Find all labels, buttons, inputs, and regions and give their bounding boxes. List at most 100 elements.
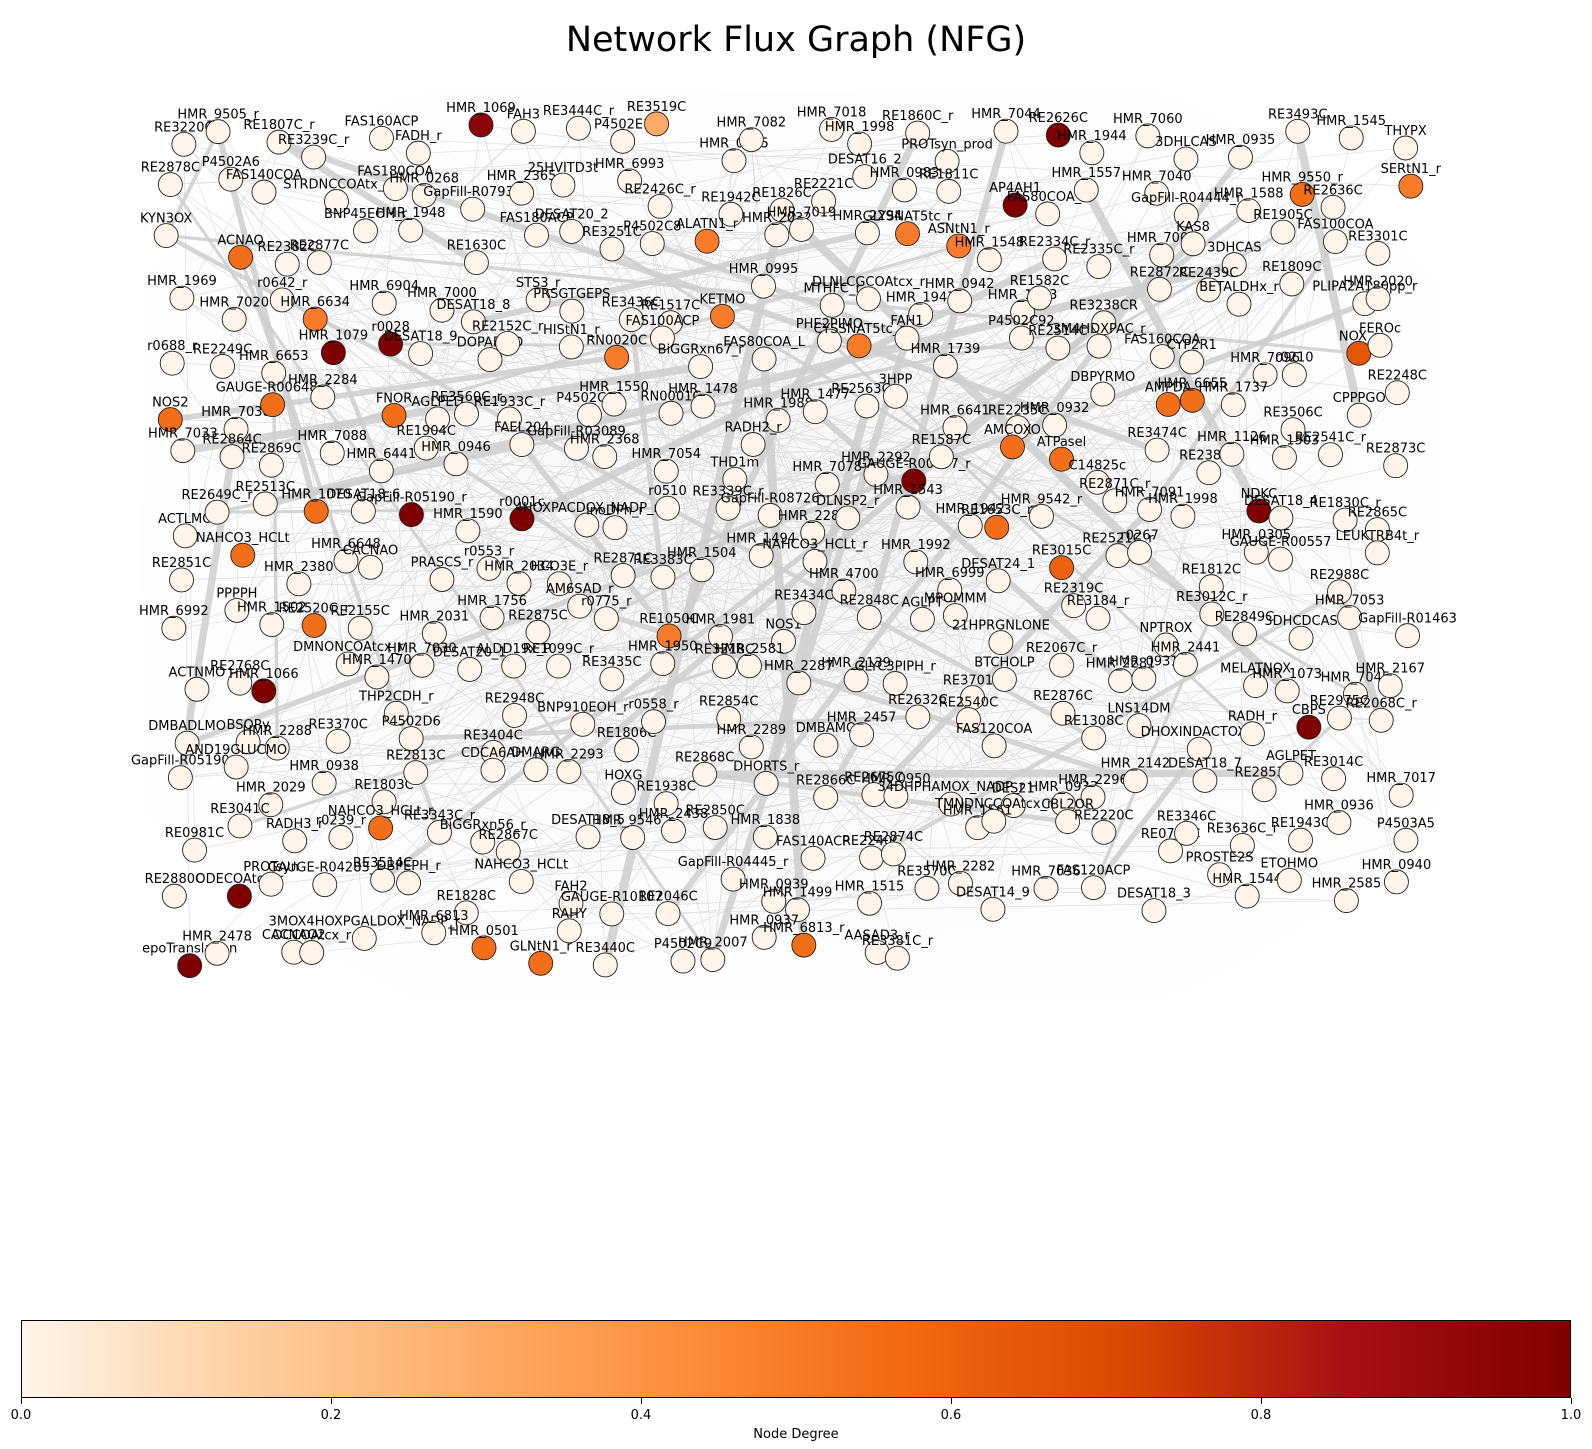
graph-node: HMR_2007 <box>678 936 748 973</box>
node-label: P4502C8 <box>623 220 681 235</box>
colorbar-tick-label: 0.4 <box>630 1408 652 1423</box>
edge <box>1185 158 1235 265</box>
graph-node: RE1582C <box>1010 274 1069 311</box>
node-label: RE2439C <box>1179 266 1238 281</box>
node-label: FAS120ACP <box>1057 864 1131 879</box>
node-marker <box>901 468 927 494</box>
node-marker <box>1144 437 1170 463</box>
graph-node: r0642_r <box>257 276 308 313</box>
node-marker <box>738 734 764 760</box>
node-label: HMR_0932 <box>1020 401 1090 416</box>
graph-node: RE2248C <box>1368 369 1427 406</box>
graph-node: GapFill-R07933 <box>423 185 522 222</box>
graph-node: HMR_1494 <box>726 531 796 568</box>
graph-node: HMR_7078 <box>792 460 862 497</box>
graph-node: RE2871C <box>593 551 653 588</box>
graph-node: RE1587C <box>912 433 971 470</box>
node-label: RE3570C <box>897 864 956 879</box>
node-label: RE2426C_r <box>624 182 696 197</box>
node-marker <box>1234 883 1260 909</box>
graph-node: r0001c <box>499 495 545 532</box>
node-label: RE2868C <box>675 750 734 765</box>
node-label: HMR_1515 <box>835 879 905 894</box>
graph-node: RE2513C <box>236 480 295 517</box>
node-marker <box>1135 123 1161 149</box>
node-label: LNS14DM <box>1108 702 1171 717</box>
graph-node: DHORTS_r <box>733 759 800 796</box>
node-marker <box>252 491 278 517</box>
node-label: RE2514C <box>1028 324 1087 339</box>
node-label: HMR_0933 <box>1028 780 1098 795</box>
node-marker <box>993 118 1019 144</box>
node-label: HOXG <box>604 769 642 784</box>
node-marker <box>702 815 728 840</box>
flux-edge <box>812 408 1124 684</box>
node-label: HMR_2365 <box>487 169 557 184</box>
node-label: RE2874C <box>864 830 923 845</box>
graph-node: AGLPET <box>1266 749 1316 786</box>
graph-node: HMR_1739 <box>911 342 980 379</box>
node-label: PHE2PIMO <box>796 317 863 332</box>
node-marker <box>720 866 746 892</box>
node-marker <box>1239 721 1265 747</box>
node-marker <box>688 354 714 379</box>
flux-edge <box>408 714 921 741</box>
colorbar-tick <box>330 1398 332 1404</box>
colorbar: 0.0 0.2 0.4 0.6 0.8 1.0 <box>11 1320 1581 1423</box>
node-marker <box>689 557 715 583</box>
graph-node: HMR_6813 <box>399 909 469 946</box>
graph-node: NOS2 <box>152 396 189 433</box>
node-label: RE2876C <box>1033 689 1092 704</box>
node-marker <box>892 177 917 203</box>
node-marker <box>694 228 720 254</box>
graph-node: CPPPGO <box>1333 391 1386 428</box>
node-marker <box>566 115 591 141</box>
node-label: RE2871C <box>593 551 652 566</box>
node-label: DBPYRMO <box>1070 370 1135 385</box>
node-marker <box>614 737 640 763</box>
edge <box>622 141 1402 796</box>
node-label: RE2873C <box>1366 442 1425 457</box>
edge <box>871 207 1334 859</box>
node-label: PRSGTGEPS <box>533 287 610 302</box>
edge <box>895 396 1347 901</box>
node-marker <box>509 180 535 206</box>
graph-node: FNOR <box>376 391 412 428</box>
node-label: HMR_7038 <box>201 405 271 420</box>
node-label: ACTNMO <box>169 665 226 680</box>
node-marker <box>610 128 636 154</box>
graph-node: HMR_9505_r <box>177 108 259 145</box>
node-marker <box>358 554 383 580</box>
node-marker <box>819 116 844 142</box>
flux-edge <box>261 260 1239 508</box>
edge <box>614 347 1058 405</box>
graph-node: RE1860C_r <box>882 109 954 146</box>
node-label: HMR_1079 <box>299 329 369 344</box>
graph-node: 25HVITD3t <box>528 161 598 198</box>
node-marker <box>567 593 593 619</box>
node-marker <box>1126 713 1152 739</box>
node-label: RE1099C_r <box>523 642 595 657</box>
node-label: FAS180ACP <box>500 211 574 226</box>
graph-node: HMR_1499 <box>763 886 832 923</box>
node-label: HMR_1998 <box>825 120 895 135</box>
graph-node: RE2768C <box>210 659 269 696</box>
node-marker <box>980 896 1006 922</box>
node-label: HMR_7091 <box>1115 485 1185 500</box>
node-label: RE1587C <box>912 433 971 448</box>
node-marker <box>1393 827 1419 853</box>
node-marker <box>1000 434 1025 460</box>
node-marker <box>1102 488 1128 514</box>
node-label: HMR_0936 <box>1304 798 1374 813</box>
node-marker <box>1368 707 1394 733</box>
colorbar-tick-label: 0.8 <box>1250 1408 1272 1423</box>
graph-node: BiGGRxn67_r <box>658 343 744 379</box>
graph-node: DESAT20_2 <box>535 207 609 244</box>
node-label: NAHCO3_HCLt <box>196 531 290 546</box>
graph-node: RE2520C_r <box>279 601 350 638</box>
node-marker <box>169 285 195 311</box>
node-marker <box>718 201 744 227</box>
node-label: RE1933C_r <box>474 395 546 410</box>
graph-node: HMR_6641 <box>920 404 990 440</box>
node-label: RE2975C <box>1310 694 1369 709</box>
